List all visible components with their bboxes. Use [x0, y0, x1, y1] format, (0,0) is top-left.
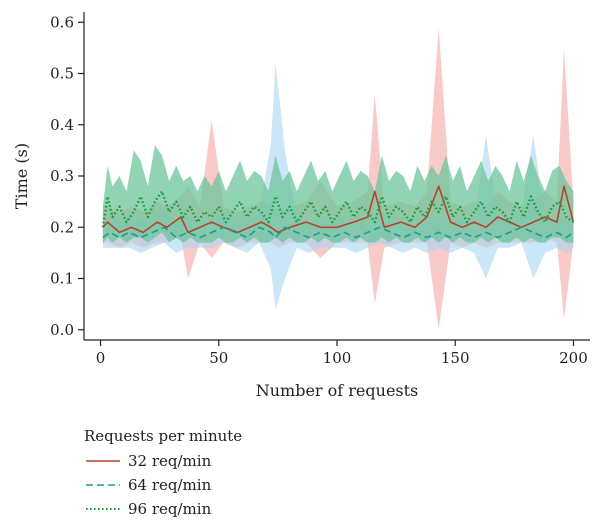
- y-tick-label: 0.3: [50, 167, 74, 185]
- y-tick-label: 0.6: [50, 13, 74, 31]
- legend-label-1: 32 req/min: [128, 452, 212, 470]
- legend-title: Requests per minute: [84, 427, 242, 445]
- x-tick-label: 50: [209, 349, 228, 367]
- x-tick-label: 0: [96, 349, 106, 367]
- line-series-2: [102, 226, 574, 239]
- x-tick-label: 150: [441, 349, 470, 367]
- band-series-3: [102, 145, 574, 243]
- x-axis-label: Number of requests: [256, 381, 419, 400]
- confidence-bands: [102, 27, 574, 330]
- band-series-2: [102, 63, 574, 310]
- legend: Requests per minute 32 req/min 64 req/min…: [84, 427, 242, 518]
- y-axis-label: Time (s): [12, 143, 31, 209]
- x-tick-label: 100: [323, 349, 352, 367]
- legend-label-2: 64 req/min: [128, 476, 212, 494]
- line-series-1: [102, 185, 575, 234]
- axes: 0 50 100 150 200 0.0 0.1 0.2 0.3 0.4 0.5 0.6: [50, 12, 590, 367]
- y-tick-label: 0.4: [50, 116, 74, 134]
- series-lines: [101, 185, 575, 239]
- y-tick-label: 0.1: [50, 270, 74, 288]
- line-series-3: [101, 190, 575, 228]
- y-tick-label: 0.0: [50, 321, 74, 339]
- y-tick-label: 0.5: [50, 65, 74, 83]
- y-tick-label: 0.2: [50, 218, 74, 236]
- x-tick-label: 200: [559, 349, 588, 367]
- legend-label-3: 96 req/min: [128, 500, 212, 518]
